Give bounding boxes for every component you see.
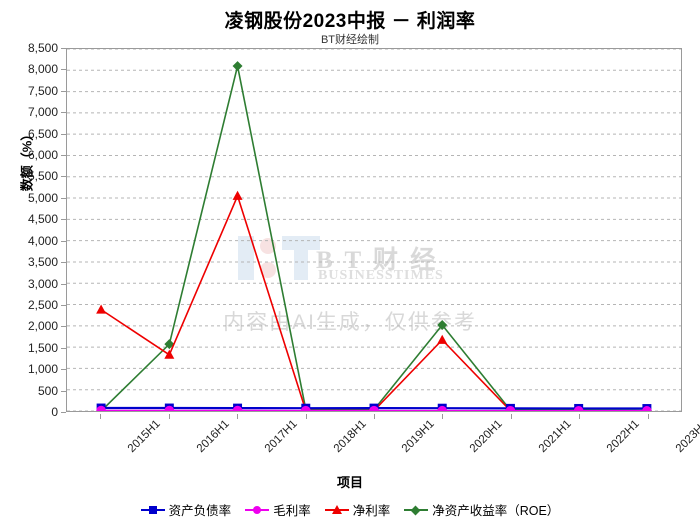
x-tick-label: 2021H1 [536,418,574,455]
y-tick-mark [61,90,66,92]
data-point-marker [573,406,584,411]
legend-item-2[interactable]: 净利率 [324,500,391,519]
x-axis-ticks: 2015H1 2016H1 2017H1 2018H1 2019H1 2020H1 2021… [66,414,700,474]
y-tick-mark [61,219,66,221]
y-tick-mark [61,326,66,328]
x-tick-mark [305,414,307,419]
x-tick-label: 2017H1 [262,418,300,455]
x-tick-label: 2016H1 [194,418,232,455]
y-tick-label: 7,000 [27,105,58,120]
plot-svg [67,49,681,411]
y-tick-mark [61,304,66,306]
data-point-marker [505,405,516,411]
x-tick-mark [442,414,444,419]
y-tick-mark [61,197,66,199]
legend-item-0[interactable]: 资产负债率 [140,500,232,519]
data-point-marker [232,405,243,411]
y-tick-label: 6,000 [27,148,58,163]
y-tick-mark [61,133,66,135]
x-tick-label: 2015H1 [126,418,164,455]
plot-area [66,48,682,412]
y-tick-mark [61,347,66,349]
legend-label: 毛利率 [273,504,311,518]
data-point-marker [164,405,175,411]
data-point-marker [164,349,175,359]
series-3 [96,61,652,411]
x-tick-mark [647,414,649,419]
x-tick-mark [374,414,375,419]
data-point-marker [300,405,311,411]
legend-item-1[interactable]: 毛利率 [245,500,311,519]
x-tick-mark [237,414,239,419]
y-tick-label: 1,500 [27,340,58,355]
watermark-logo-subtext: BUSINESSTIMES [318,268,444,283]
y-tick-mark [61,412,66,413]
y-tick-mark [61,283,66,285]
y-tick-mark [61,240,66,242]
x-axis-label: 项目 [336,475,363,490]
y-tick-label: 2,000 [27,319,58,334]
y-tick-label: 0 [51,405,58,419]
data-point-marker [232,190,243,200]
x-tick-label: 2020H1 [468,418,506,455]
data-point-marker [96,405,106,411]
x-tick-label: 2019H1 [399,418,437,455]
legend-marker-icon [404,504,429,516]
legend-item-3[interactable]: 净资产收益率（ROE） [404,500,559,519]
y-tick-label: 3,500 [27,255,58,270]
chart-subtitle: BT财经绘制 [320,34,380,46]
legend-marker-icon [245,504,270,516]
x-tick-mark [168,414,170,419]
data-point-marker [437,334,448,344]
series-line [101,66,647,411]
chart-title: 凌钢股份2023中报 － 利润率 [224,11,476,32]
y-tick-label: 7,500 [27,83,58,98]
y-tick-mark [61,369,66,371]
data-point-marker [437,405,448,411]
chart-legend: 资产负债率 毛利率 净利率 净资产收益率（ROE） [0,500,700,519]
data-point-marker [164,339,175,350]
data-point-marker [232,61,243,72]
y-tick-label: 5,000 [27,190,58,205]
y-tick-label: 8,000 [27,62,58,77]
legend-label: 净利率 [352,504,391,518]
y-tick-label: 3,000 [27,276,58,291]
y-tick-label: 6,500 [27,126,58,141]
x-tick-label: 2022H1 [605,418,643,455]
y-tick-label: 8,500 [27,41,58,55]
y-tick-label: 2,500 [27,297,58,312]
x-tick-label: 2018H1 [331,418,369,455]
legend-marker-icon [140,504,165,516]
y-tick-label: 4,500 [27,212,58,227]
x-tick-mark [579,414,581,419]
y-tick-mark [61,69,66,71]
x-tick-mark [100,414,102,419]
data-point-marker [642,406,652,411]
series-1 [96,405,652,411]
y-tick-label: 4,000 [27,233,58,248]
y-tick-mark [61,112,66,114]
series-line [101,196,647,411]
legend-label: 资产负债率 [168,504,232,518]
x-tick-mark [510,414,512,419]
y-tick-mark [61,155,66,157]
y-tick-mark [61,176,66,178]
watermark-logo-text: B T 财 经 [316,247,439,274]
data-point-marker [96,304,107,314]
y-tick-mark [61,390,66,392]
data-point-marker [369,405,379,411]
data-point-marker [437,319,448,330]
x-tick-label: 2023H1 [673,418,700,455]
y-tick-mark [61,262,66,264]
y-tick-mark [61,48,66,49]
y-tick-label: 500 [37,383,58,398]
y-tick-label: 1,000 [27,362,58,377]
y-tick-label: 5,500 [27,169,58,184]
legend-label: 净资产收益率（ROE） [432,504,560,518]
legend-marker-icon [324,504,349,516]
